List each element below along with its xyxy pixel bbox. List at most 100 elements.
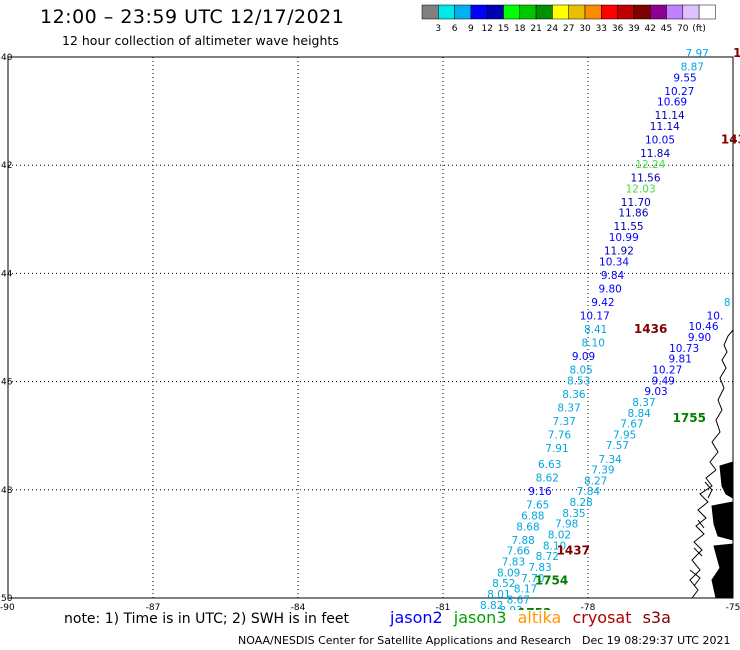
coastline-segment [704,481,713,499]
lat-tick-label: 50 [1,594,13,604]
wave-height-label: 10.17 [580,310,610,322]
wave-height-label: 9.03 [644,386,667,398]
pass-time-label: 1436 [634,322,667,336]
wave-height-label: 10.73 [669,343,699,355]
lon-tick-label: -81 [436,603,451,610]
wave-height-label: 9.16 [528,486,552,498]
color-scale-label: 70 [677,24,689,34]
wave-height-label: 8.72 [536,551,559,563]
color-scale-label: 18 [514,24,526,34]
wave-height-label: 8.05 [569,364,592,376]
wave-height-label: 7.66 [507,546,531,558]
wave-height-label: 8.67 [507,594,530,606]
wave-height-label: 8.41 [584,324,607,336]
wave-height-label: 8.09 [497,567,520,579]
wave-height-label: 9.81 [669,354,692,366]
wave-height-label: 8.10 [582,337,605,349]
wave-height-label: 8.37 [632,397,655,409]
wave-height-label: 6.88 [521,511,544,523]
wave-height-label: 12.03 [626,183,656,195]
wave-height-label: 9.84 [601,270,625,282]
color-scale-label: 9 [468,24,474,34]
pass-time-label: 1753 [518,606,551,610]
satellite-legend: jason2 jason3 altika cryosat s3a [390,608,677,627]
map-subtitle: 12 hour collection of altimeter wave hei… [62,33,339,48]
wave-height-label: 8.87 [681,62,704,74]
wave-height-label: 7.76 [548,429,572,441]
generated-timestamp: Dec 19 08:29:37 UTC 2021 [582,634,731,647]
island-shape [711,501,734,541]
color-scale-label: 12 [481,24,492,34]
color-scale-label: 15 [498,24,509,34]
color-scale-label: 21 [530,24,541,34]
wave-height-label: 8.37 [557,402,580,414]
map-frame [7,56,734,599]
wave-height-label: 8.02 [548,529,571,541]
color-scale-label: 33 [596,24,607,34]
lon-tick-label: -84 [291,603,306,610]
wave-height-label: 10.27 [652,364,682,376]
wave-height-label: 8.28 [569,497,592,509]
pass-time-label: 1754 [535,573,568,587]
color-scale-label: 3 [435,24,441,34]
color-scale-label: 45 [661,24,672,34]
wave-height-label: 7.83 [502,557,525,569]
color-scale-label: 24 [547,24,559,34]
wave-height-label: 7.57 [606,440,629,452]
wave-height-label: 11.84 [640,148,670,160]
wave-height-label: 8.10 [543,540,566,552]
lat-tick-label: 42 [1,161,12,171]
legend-cryosat: cryosat [572,608,632,627]
wave-height-label: 11.56 [630,172,660,184]
wave-height-label: 9.49 [652,375,675,387]
wave-height-label: 9.80 [598,283,621,295]
color-scale: 3 6 9 12 15 18 21 24 27 30 33 36 39 42 45 70 (ft) [421,4,716,34]
coastline-segment [689,569,701,587]
wave-height-label: 10.05 [645,135,675,147]
wave-height-label: 6.63 [538,459,561,471]
wave-height-label: 8 [724,297,731,309]
legend-altika: altika [517,608,562,627]
wave-height-label: 7.70 [521,573,544,585]
lon-tick-label: -78 [581,603,596,610]
wave-height-label: 11.70 [621,197,651,209]
wave-height-label: 11.14 [655,110,685,122]
wave-height-label: 8.52 [492,578,515,590]
color-scale-label: 30 [579,24,591,34]
coastline-segment [689,469,717,599]
legend-jason3: jason3 [453,608,507,627]
wave-height-label: 8.17 [514,584,537,596]
wave-height-label: 7.37 [553,416,576,428]
wave-height-label: 9.90 [688,332,711,344]
wave-height-label: 7.65 [526,500,549,512]
wave-height-label: 7.83 [528,562,551,574]
wave-height-label: 7.84 [577,486,601,498]
wave-height-label: 11.14 [650,121,680,133]
wave-height-label: 7.34 [598,454,622,466]
wave-height-label: 9.42 [591,297,614,309]
island-shape [719,461,734,499]
color-scale-label: 27 [563,24,574,34]
pass-time-label: 1 [733,46,740,60]
wave-height-label: 8.01 [487,589,510,601]
wave-height-label: 8.53 [567,375,590,387]
pass-time-label: 1755 [673,411,706,425]
legend-jason2: jason2 [390,608,443,627]
wave-height-label: 10.69 [657,97,687,109]
footer-note: note: 1) Time is in UTC; 2) SWH is in fe… [64,611,350,627]
wave-height-label: 7.97 [685,48,708,60]
wave-height-label: 8.36 [562,389,586,401]
wave-height-label: 8.84 [627,408,651,420]
wave-height-label: 8.35 [562,508,585,520]
coastline-segment [697,519,705,529]
wave-height-label: 8.27 [584,475,607,487]
wave-height-label: 7.39 [591,465,614,477]
color-scale-label: 42 [644,24,655,34]
color-scale-label: 39 [628,24,640,34]
color-swatch [698,4,716,20]
wave-height-label: 8.82 [480,600,503,610]
wave-height-label: 7.91 [545,443,568,455]
wave-height-label: 8.62 [536,473,559,485]
lon-tick-label: -87 [146,603,161,610]
wave-height-label: 8.93 [499,605,522,610]
